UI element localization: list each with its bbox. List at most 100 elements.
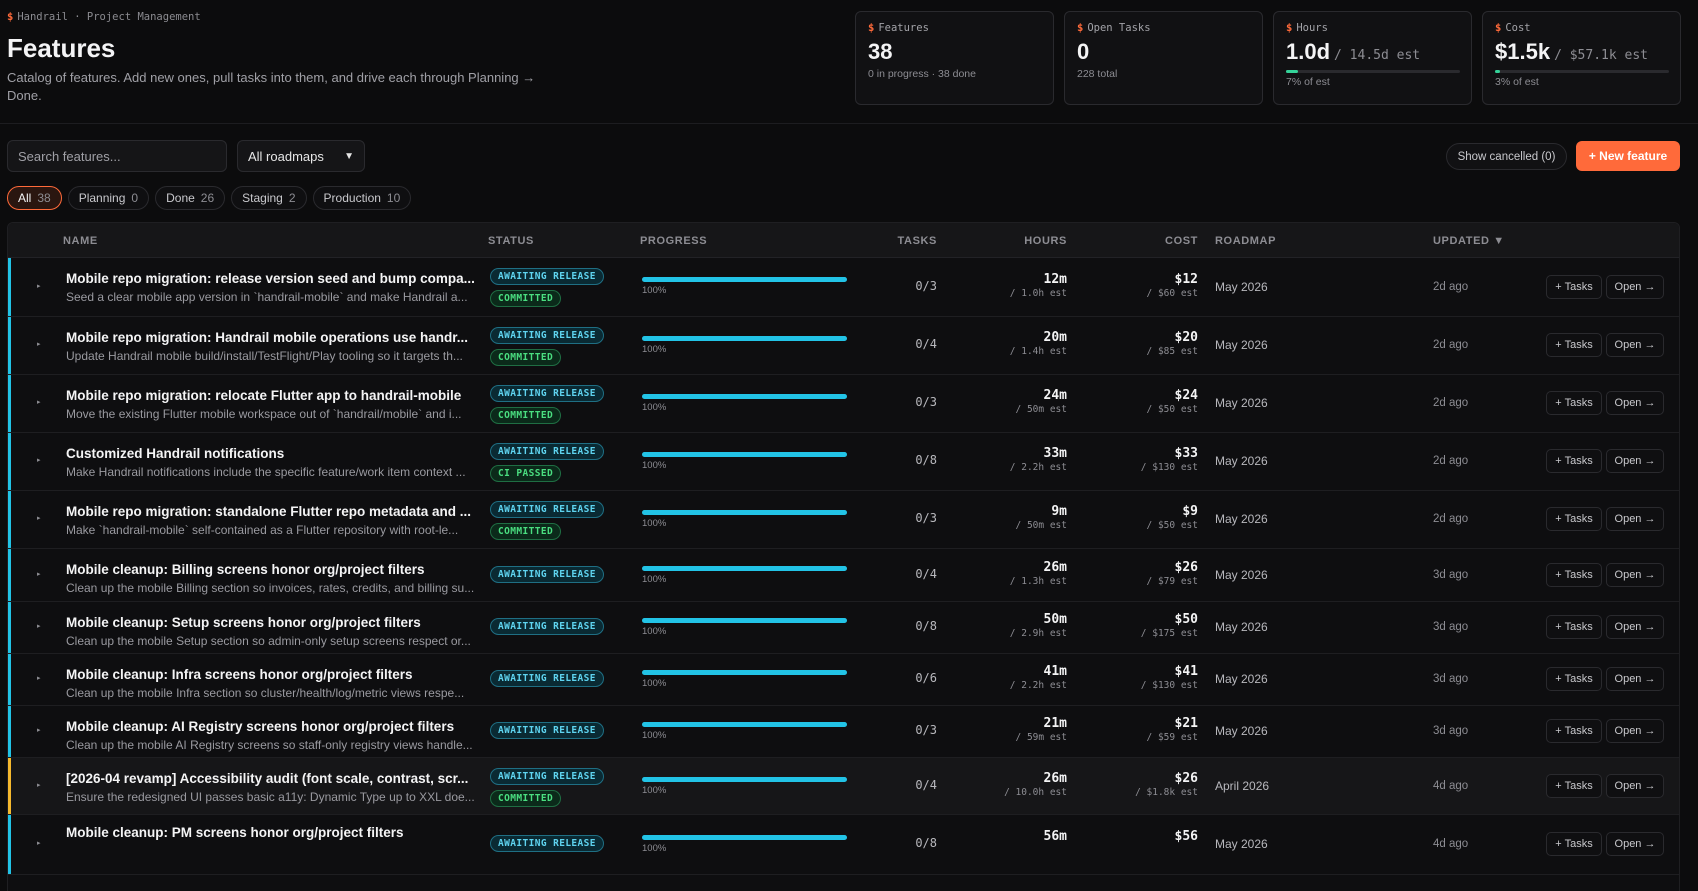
- feature-title[interactable]: Mobile cleanup: PM screens honor org/pro…: [66, 825, 404, 840]
- open-feature-button[interactable]: Open →: [1606, 391, 1664, 415]
- ci-status-badge: CI PASSED: [490, 465, 562, 482]
- roadmap-label[interactable]: April 2026: [1215, 778, 1270, 793]
- open-feature-button[interactable]: Open →: [1606, 333, 1664, 357]
- add-tasks-button[interactable]: + Tasks: [1546, 333, 1602, 357]
- stat-sub: 0 in progress · 38 done: [868, 68, 976, 80]
- column-updated[interactable]: UPDATED ▼: [1433, 235, 1505, 247]
- cost-cell: $26/ $1.8k est: [1135, 771, 1198, 798]
- column-hours[interactable]: HOURS: [1024, 235, 1067, 247]
- expand-caret-icon[interactable]: ▸: [37, 457, 41, 464]
- add-tasks-button[interactable]: + Tasks: [1546, 507, 1602, 531]
- roadmap-label[interactable]: May 2026: [1215, 454, 1268, 468]
- feature-title[interactable]: Mobile cleanup: Setup screens honor org/…: [66, 615, 421, 630]
- table-row[interactable]: ▸ [2026-04 revamp] Accessibility audit (f…: [8, 758, 1679, 815]
- cost-value: $12: [1174, 271, 1198, 287]
- open-feature-button[interactable]: Open →: [1606, 562, 1664, 587]
- table-row[interactable]: ▸ Mobile cleanup: Billing screens honor o…: [8, 549, 1679, 602]
- search-input[interactable]: [7, 140, 227, 172]
- stat-value: $1.5k: [1495, 39, 1551, 64]
- add-tasks-button[interactable]: + Tasks: [1546, 562, 1602, 587]
- feature-title[interactable]: Mobile repo migration: release version s…: [66, 271, 475, 286]
- status-badge: AWAITING RELEASE: [490, 501, 604, 518]
- progress-percent: 100%: [642, 460, 667, 471]
- open-feature-button[interactable]: Open →: [1606, 615, 1664, 639]
- feature-title[interactable]: Mobile repo migration: standalone Flutte…: [66, 504, 472, 519]
- feature-title[interactable]: Mobile repo migration: Handrail mobile o…: [66, 330, 469, 345]
- column-progress[interactable]: PROGRESS: [640, 235, 708, 247]
- feature-title[interactable]: Customized Handrail notifications: [66, 446, 285, 461]
- hours-value: 41m: [1043, 664, 1067, 679]
- table-row[interactable]: ▸ Mobile repo migration: Handrail mobile …: [8, 317, 1679, 375]
- open-feature-button[interactable]: Open →: [1606, 773, 1664, 798]
- column-status[interactable]: STATUS: [488, 235, 534, 247]
- open-feature-button[interactable]: Open →: [1606, 507, 1664, 531]
- add-tasks-button[interactable]: + Tasks: [1546, 832, 1602, 856]
- add-tasks-button[interactable]: + Tasks: [1546, 719, 1602, 743]
- open-feature-button[interactable]: Open →: [1606, 719, 1664, 743]
- cost-cell: $9/ $50 est: [1147, 504, 1198, 531]
- hours-value: 12m: [1043, 271, 1067, 287]
- feature-title[interactable]: Mobile cleanup: AI Registry screens hono…: [66, 719, 455, 734]
- roadmap-label[interactable]: May 2026: [1215, 672, 1268, 686]
- expand-caret-icon[interactable]: ▸: [37, 781, 41, 789]
- expand-caret-icon[interactable]: ▸: [37, 840, 41, 847]
- expand-caret-icon[interactable]: ▸: [37, 570, 41, 578]
- filter-pill-production[interactable]: Production 10: [312, 186, 412, 210]
- filter-pill-planning[interactable]: Planning 0: [67, 186, 150, 210]
- table-row[interactable]: ▸ Mobile repo migration: standalone Flutt…: [8, 491, 1679, 549]
- feature-title[interactable]: Mobile cleanup: Billing screens honor or…: [66, 562, 425, 577]
- table-row[interactable]: ▸ Mobile cleanup: AI Registry screens hon…: [8, 706, 1679, 758]
- roadmap-label[interactable]: May 2026: [1215, 512, 1268, 526]
- table-row[interactable]: ▸ Mobile repo migration: relocate Flutter…: [8, 375, 1679, 433]
- add-tasks-button[interactable]: + Tasks: [1546, 667, 1602, 691]
- open-feature-button[interactable]: Open →: [1606, 274, 1664, 299]
- feature-title[interactable]: Mobile cleanup: Infra screens honor org/…: [66, 667, 413, 682]
- roadmap-label[interactable]: May 2026: [1215, 837, 1268, 851]
- add-tasks-button[interactable]: + Tasks: [1546, 391, 1602, 415]
- roadmap-label[interactable]: May 2026: [1215, 396, 1268, 410]
- cost-estimate: / $175 est: [1140, 628, 1198, 639]
- expand-caret-icon[interactable]: ▸: [37, 675, 41, 682]
- column-tasks[interactable]: TASKS: [897, 235, 937, 247]
- page-title: Features: [7, 33, 116, 63]
- add-tasks-button[interactable]: + Tasks: [1546, 274, 1602, 299]
- roadmap-label[interactable]: May 2026: [1215, 338, 1268, 352]
- expand-caret-icon[interactable]: ▸: [37, 282, 41, 290]
- table-row[interactable]: ▸ Mobile cleanup: Infra screens honor org…: [8, 654, 1679, 706]
- table-row[interactable]: ▸ Mobile cleanup: PM screens honor org/pr…: [8, 815, 1679, 875]
- add-tasks-button[interactable]: + Tasks: [1546, 449, 1602, 473]
- open-feature-button[interactable]: Open →: [1606, 667, 1664, 691]
- column-cost[interactable]: COST: [1165, 235, 1198, 247]
- add-tasks-button[interactable]: + Tasks: [1546, 615, 1602, 639]
- expand-caret-icon[interactable]: ▸: [37, 727, 41, 734]
- feature-title[interactable]: Mobile repo migration: relocate Flutter …: [66, 388, 462, 403]
- roadmap-label[interactable]: May 2026: [1215, 567, 1268, 582]
- expand-caret-icon[interactable]: ▸: [37, 515, 41, 522]
- feature-title[interactable]: [2026-04 revamp] Accessibility audit (fo…: [66, 771, 469, 786]
- expand-caret-icon[interactable]: ▸: [37, 399, 41, 406]
- new-feature-button[interactable]: + New feature: [1576, 141, 1680, 171]
- expand-caret-icon[interactable]: ▸: [37, 623, 41, 630]
- status-badge: AWAITING RELEASE: [490, 670, 604, 687]
- roadmap-label[interactable]: May 2026: [1215, 279, 1268, 294]
- add-tasks-button[interactable]: + Tasks: [1546, 773, 1602, 798]
- open-feature-button[interactable]: Open →: [1606, 832, 1664, 856]
- open-feature-button[interactable]: Open →: [1606, 449, 1664, 473]
- breadcrumb-app[interactable]: Handrail: [17, 11, 68, 23]
- roadmap-select[interactable]: All roadmaps ▼: [237, 140, 365, 172]
- cost-value: $33: [1174, 446, 1198, 461]
- table-row[interactable]: ▸ Mobile repo migration: release version …: [8, 258, 1679, 317]
- roadmap-label[interactable]: May 2026: [1215, 724, 1268, 738]
- table-row[interactable]: ▸ Customized Handrail notifications Make H…: [8, 433, 1679, 491]
- column-name[interactable]: NAME: [63, 235, 98, 247]
- table-row[interactable]: ▸ Mobile cleanup: Setup screens honor org…: [8, 602, 1679, 654]
- expand-caret-icon[interactable]: ▸: [37, 341, 41, 348]
- show-cancelled-button[interactable]: Show cancelled (0): [1446, 143, 1567, 170]
- column-roadmap[interactable]: ROADMAP: [1215, 235, 1277, 247]
- filter-pill-staging[interactable]: Staging 2: [231, 186, 307, 210]
- filter-pill-all[interactable]: All 38: [7, 186, 62, 210]
- filter-pill-done[interactable]: Done 26: [155, 186, 226, 210]
- status-badge: AWAITING RELEASE: [490, 835, 604, 852]
- filter-pill-label: Staging: [242, 191, 283, 205]
- roadmap-label[interactable]: May 2026: [1215, 620, 1268, 634]
